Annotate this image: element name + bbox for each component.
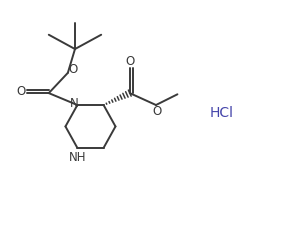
Text: O: O [125,55,134,68]
Text: N: N [70,97,79,110]
Text: NH: NH [69,151,86,164]
Text: O: O [69,63,78,76]
Text: O: O [152,105,162,118]
Text: HCl: HCl [210,106,234,120]
Text: O: O [16,85,25,98]
